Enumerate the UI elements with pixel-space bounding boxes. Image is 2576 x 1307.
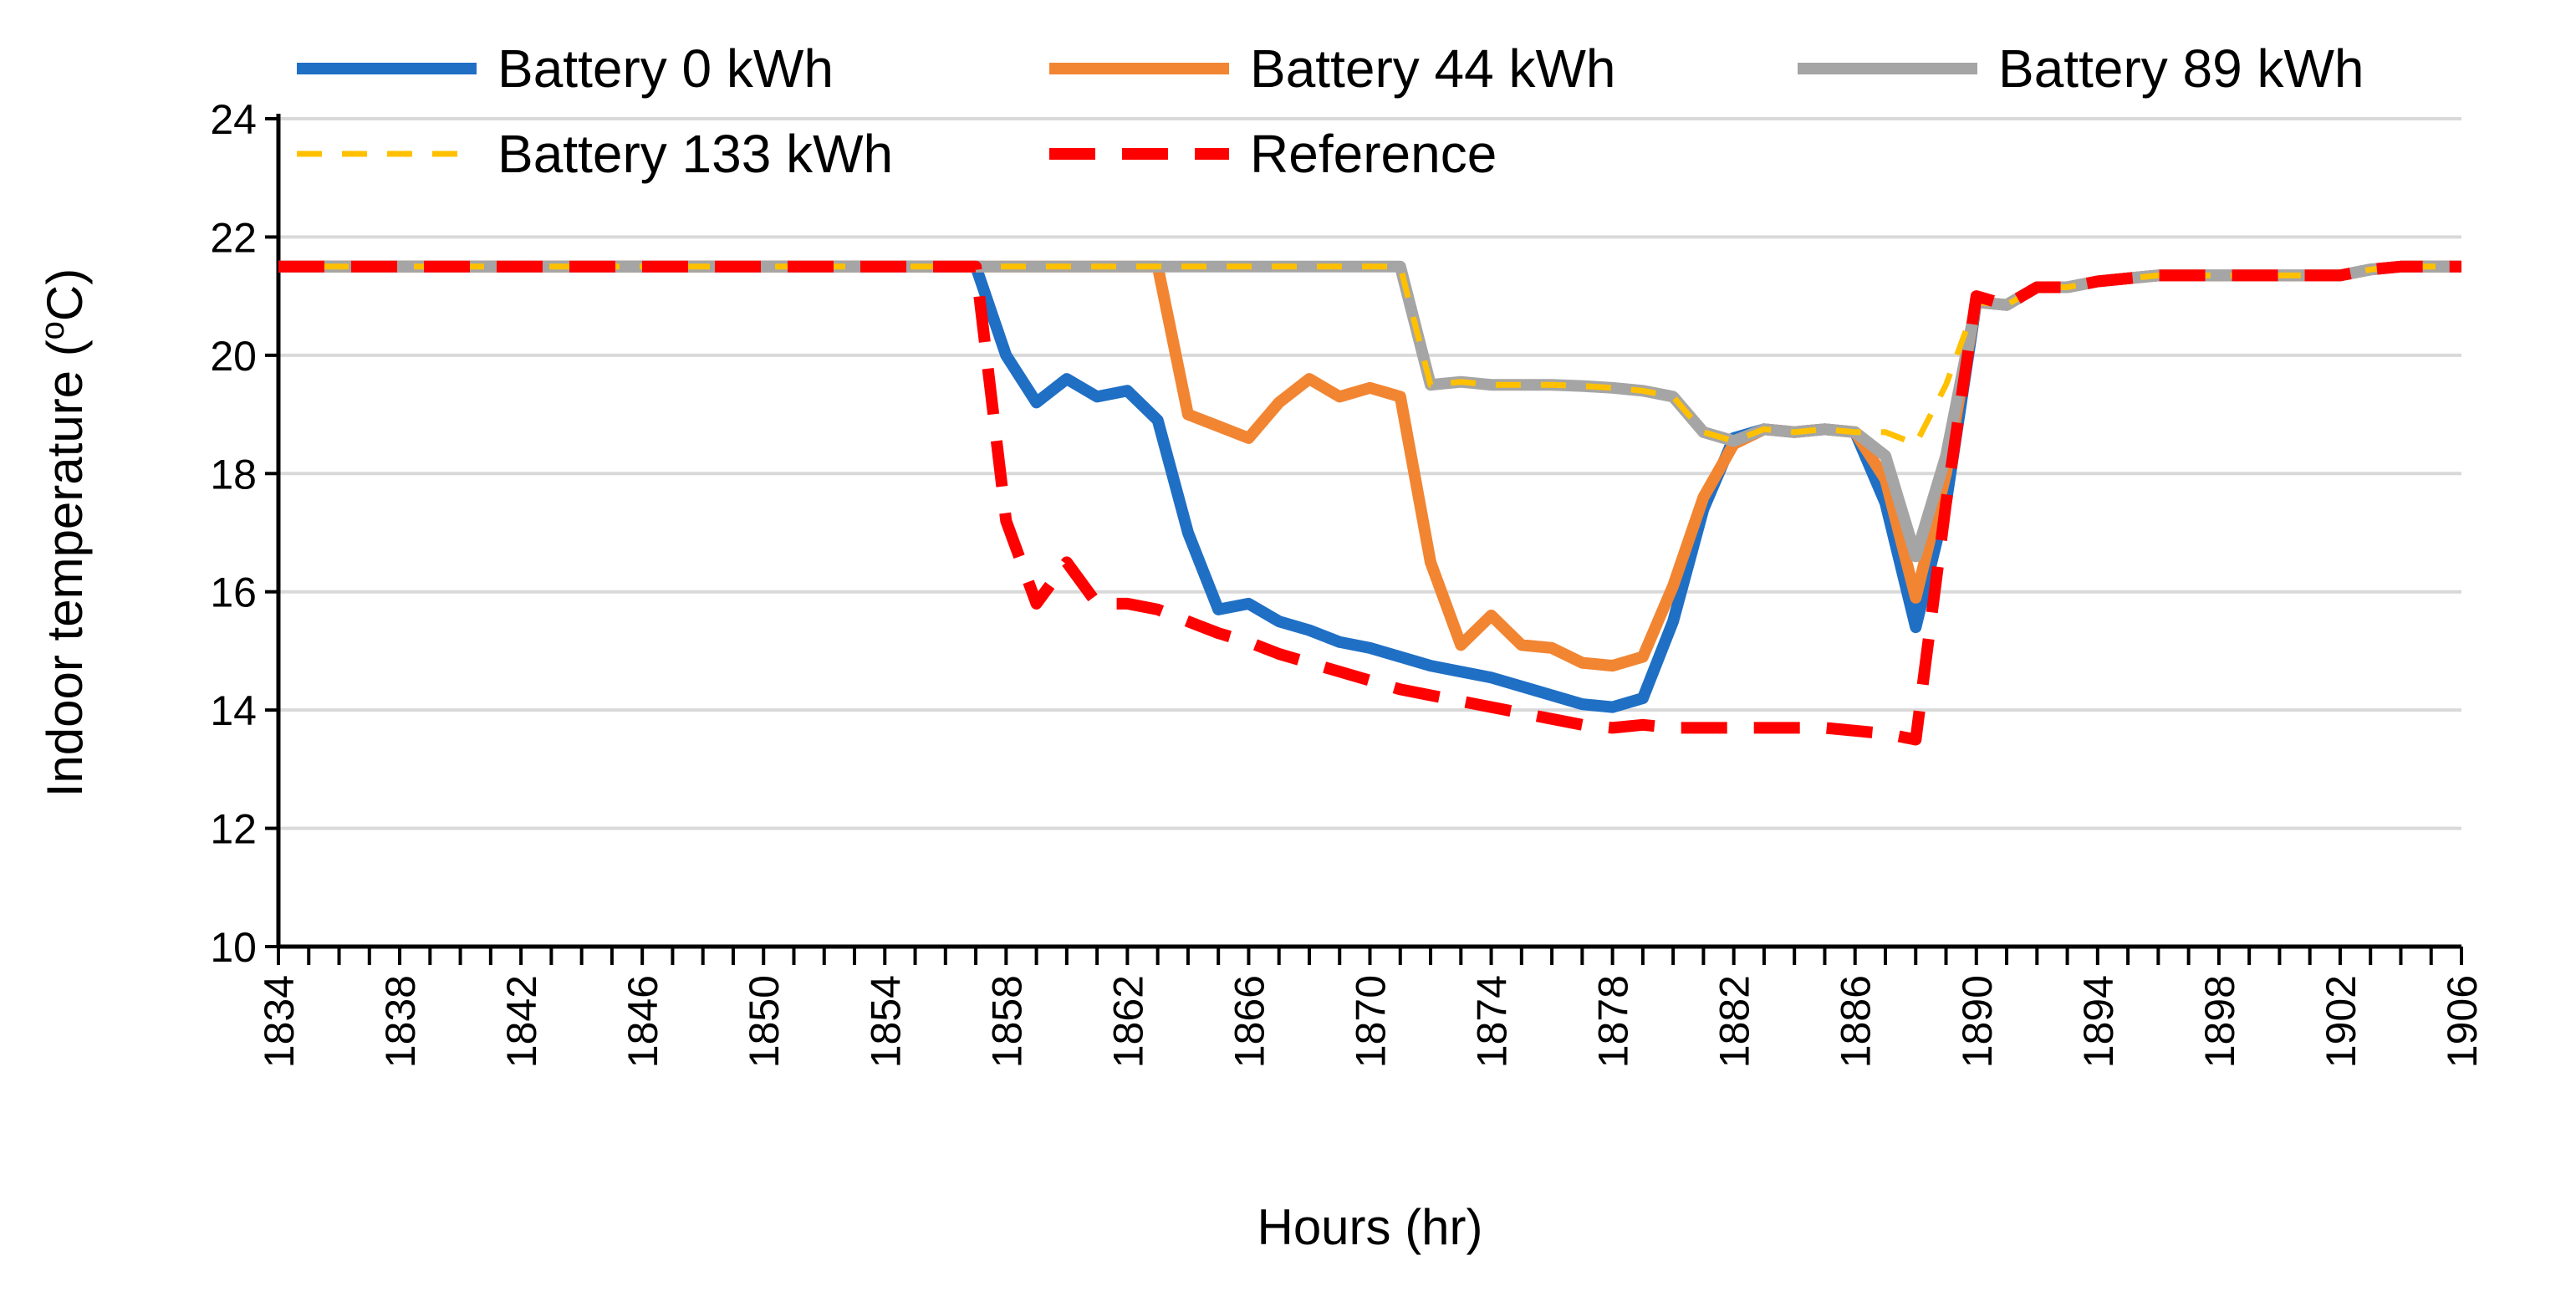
axes <box>265 114 2463 965</box>
legend-label-battery-44-kwh: Battery 44 kWh <box>1250 38 1616 99</box>
x-tick-label-1878: 1878 <box>1590 975 1637 1068</box>
legend-label-battery-133-kwh: Battery 133 kWh <box>497 124 893 184</box>
y-axis-title-main: Indoor temperature ( <box>37 340 93 797</box>
x-tick-label-1866: 1866 <box>1226 975 1273 1068</box>
x-tick-label-1882: 1882 <box>1711 975 1758 1068</box>
y-axis-title: Indoor temperature (oC) <box>34 268 93 798</box>
x-tick-label-1854: 1854 <box>862 975 909 1068</box>
y-tick-label-18: 18 <box>210 451 257 498</box>
x-tick-label-1842: 1842 <box>498 975 545 1068</box>
x-tick-label-1870: 1870 <box>1348 975 1395 1068</box>
x-tick-label-1850: 1850 <box>741 975 788 1068</box>
y-tick-labels: 10 12 14 16 18 20 22 24 <box>210 96 257 971</box>
x-tick-labels: 1834 1838 1842 1846 1850 1854 1858 1862 1866 1870… <box>256 975 2486 1068</box>
x-tick-label-1898: 1898 <box>2196 975 2243 1068</box>
y-tick-label-14: 14 <box>210 687 257 734</box>
x-tick-label-1834: 1834 <box>256 975 303 1068</box>
x-tick-label-1846: 1846 <box>620 975 666 1068</box>
series-line-reference <box>278 260 2461 746</box>
x-tick-label-1862: 1862 <box>1104 975 1151 1068</box>
x-tick-label-1838: 1838 <box>377 975 424 1068</box>
x-tick-label-1906: 1906 <box>2439 975 2486 1068</box>
y-tick-label-24: 24 <box>210 96 257 143</box>
legend-label-reference: Reference <box>1250 124 1497 184</box>
x-tick-label-1858: 1858 <box>983 975 1030 1068</box>
legend-label-battery-0-kwh: Battery 0 kWh <box>497 38 834 99</box>
x-tick-label-1874: 1874 <box>1469 975 1516 1068</box>
y-axis-title-superscript: o <box>34 321 71 340</box>
x-tick-label-1890: 1890 <box>1954 975 2001 1068</box>
legend: Battery 0 kWh Battery 44 kWh Battery 89 kW… <box>297 38 2364 184</box>
y-axis-title-suffix: C) <box>37 268 93 321</box>
series-lines <box>278 260 2461 746</box>
y-tick-label-12: 12 <box>210 806 257 853</box>
x-tick-label-1894: 1894 <box>2075 975 2122 1068</box>
legend-label-battery-89-kwh: Battery 89 kWh <box>1998 38 2364 99</box>
y-tick-label-22: 22 <box>210 214 257 261</box>
x-axis-title: Hours (hr) <box>1257 1199 1482 1255</box>
y-tick-label-10: 10 <box>210 924 257 971</box>
x-tick-label-1886: 1886 <box>1833 975 1880 1068</box>
series-line-battery-133-kwh <box>278 263 2461 447</box>
y-tick-label-20: 20 <box>210 333 257 380</box>
gridlines <box>278 117 2461 830</box>
x-tick-label-1902: 1902 <box>2318 975 2364 1068</box>
y-tick-label-16: 16 <box>210 569 257 616</box>
